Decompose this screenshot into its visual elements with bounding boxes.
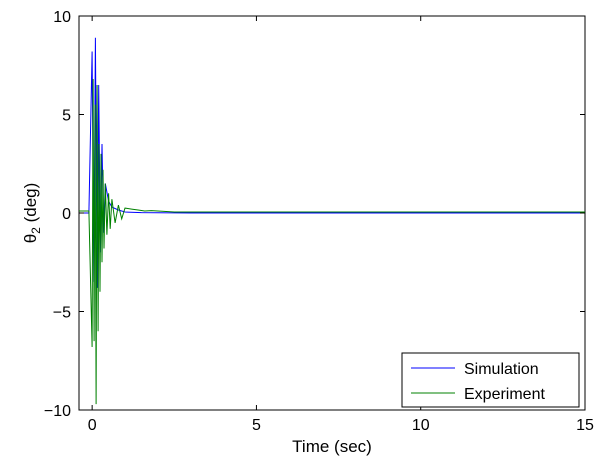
y-tick-label: 0 <box>62 206 71 223</box>
series-layer <box>79 37 585 405</box>
y-axis-label: θ2 (deg) <box>21 183 43 244</box>
x-tick-label: 0 <box>88 417 97 434</box>
y-axis-ticks: −10 −5 0 5 10 <box>44 9 585 420</box>
y-axis-label-subscript: 2 <box>29 227 43 234</box>
y-axis-label-symbol: θ <box>21 234 40 243</box>
x-axis-ticks: 0 5 10 15 <box>88 16 594 434</box>
legend-label-experiment: Experiment <box>464 386 545 403</box>
x-tick-label: 5 <box>252 417 261 434</box>
x-axis-label: Time (sec) <box>292 437 372 456</box>
series-line-simulation <box>79 37 585 288</box>
y-tick-label: −5 <box>53 305 71 322</box>
series-line-experiment <box>79 78 585 405</box>
y-axis-label-unit: (deg) <box>21 183 40 227</box>
y-tick-label: 10 <box>53 9 71 26</box>
legend-label-simulation: Simulation <box>464 361 539 378</box>
legend: Simulation Experiment <box>401 352 580 408</box>
x-tick-label: 10 <box>412 417 430 434</box>
legend-box <box>401 352 580 408</box>
x-tick-label: 15 <box>576 417 594 434</box>
y-tick-label: 5 <box>62 108 71 125</box>
y-tick-label: −10 <box>44 403 71 420</box>
